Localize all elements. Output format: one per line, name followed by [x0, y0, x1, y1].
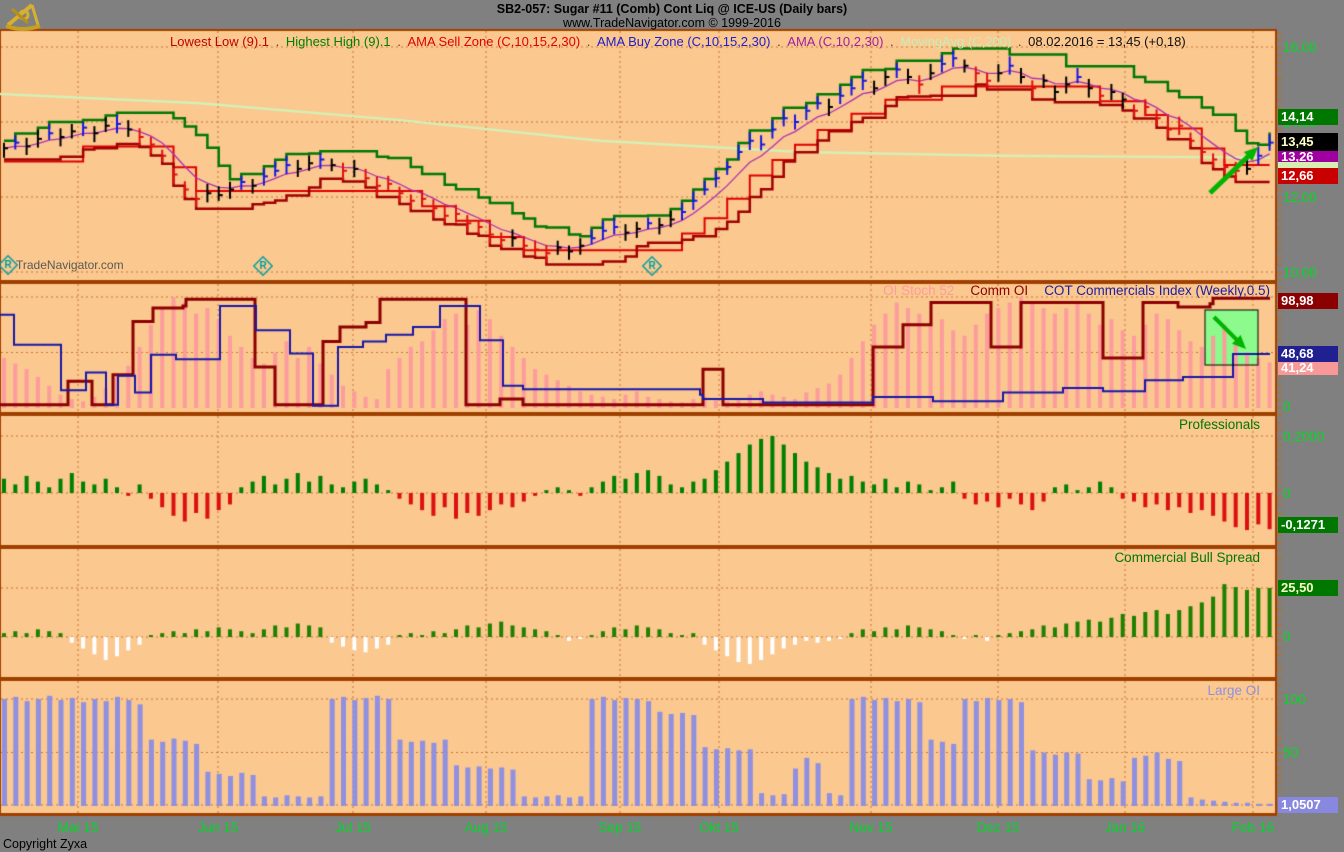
axis-label-0: 0	[1283, 486, 1291, 501]
month-label-Jun-15: Jun 15	[197, 820, 239, 835]
legend-item-6: 08.02.2016 = 13,45 (+0,18)	[1028, 34, 1186, 49]
legend-item-0: Lowest Low (9).1	[170, 34, 269, 49]
axis-label-0: 0	[1283, 399, 1291, 414]
legend-separator: .	[1014, 34, 1026, 49]
month-label-Aug-15: Aug 15	[464, 820, 508, 835]
legend-item-2: AMA Sell Zone (C,10,15,2,30)	[407, 34, 581, 49]
cot-legend-item-2: COT Commercials Index (Weekly,0.5)	[1044, 283, 1270, 298]
axis-badge-	[1278, 162, 1338, 168]
axis-badge-41,24: 41,24	[1278, 361, 1338, 375]
axis-label-0: 0	[1283, 629, 1291, 644]
axis-label-16,00: 16,00	[1283, 40, 1317, 55]
axis-badge-25,50: 25,50	[1278, 580, 1338, 596]
legend-separator: .	[272, 34, 283, 49]
month-label-Jan-16: Jan 16	[1104, 820, 1146, 835]
legend-item-3: AMA Buy Zone (C,10,15,2,30)	[597, 34, 771, 49]
legend-item-5: MovingAvg (C,200)	[900, 34, 1012, 49]
axis-badge-13,26: 13,26	[1278, 151, 1338, 162]
bull-spread-panel-label: Commercial Bull Spread	[1114, 550, 1260, 565]
price-legend: Lowest Low (9).1 . Highest High (9).1 . …	[170, 34, 1186, 49]
axis-badge-48,68: 48,68	[1278, 346, 1338, 362]
cot-legend: OI Stoch 52 Comm OI COT Commercials Index …	[867, 283, 1270, 298]
axis-badge-12,66: 12,66	[1278, 168, 1338, 184]
cot-legend-item-0: OI Stoch 52	[883, 283, 955, 298]
axis-badge-13,45: 13,45	[1278, 133, 1338, 151]
large-oi-panel-label: Large OI	[1207, 683, 1260, 698]
legend-separator: .	[583, 34, 595, 49]
axis-label-10,00: 10,00	[1283, 265, 1317, 280]
copyright: Copyright Zyxa	[3, 837, 88, 851]
legend-item-4: AMA (C,10,2,30)	[787, 34, 884, 49]
month-label-Mai-15: Mai 15	[57, 820, 99, 835]
axis-label-12,00: 12,00	[1283, 190, 1317, 205]
chart-subtitle: www.TradeNavigator.com © 1999-2016	[563, 16, 781, 30]
axis-label-100: 100	[1283, 692, 1306, 707]
chart-title: SB2-057: Sugar #11 (Comb) Cont Liq @ ICE…	[496, 2, 848, 16]
month-label-Dez-15: Dez 15	[976, 820, 1020, 835]
axis-label-50: 50	[1283, 745, 1299, 760]
axis-label-0,2000: 0,2000	[1283, 429, 1325, 444]
watermark: TradeNavigator.com	[16, 258, 124, 272]
professionals-panel-label: Professionals	[1178, 417, 1260, 432]
legend-separator: .	[393, 34, 405, 49]
legend-separator: .	[773, 34, 785, 49]
month-label-Nov-15: Nov 15	[849, 820, 893, 835]
legend-item-1: Highest High (9).1	[285, 34, 391, 49]
cot-legend-item-1: Comm OI	[970, 283, 1029, 298]
axis-badge-14,14: 14,14	[1278, 109, 1338, 125]
month-label-Feb-16: Feb 16	[1231, 820, 1275, 835]
trade-navigator-logo	[5, 3, 41, 31]
axis-badge-1,0507: 1,0507	[1278, 797, 1338, 813]
month-label-Sep-15: Sep 15	[598, 820, 642, 835]
month-label-Jul-15: Jul 15	[334, 820, 372, 835]
axis-badge--0,1271: -0,1271	[1278, 517, 1338, 533]
legend-separator: .	[886, 34, 898, 49]
month-label-Okt-15: Okt 15	[699, 820, 739, 835]
axis-badge-98,98: 98,98	[1278, 293, 1338, 309]
